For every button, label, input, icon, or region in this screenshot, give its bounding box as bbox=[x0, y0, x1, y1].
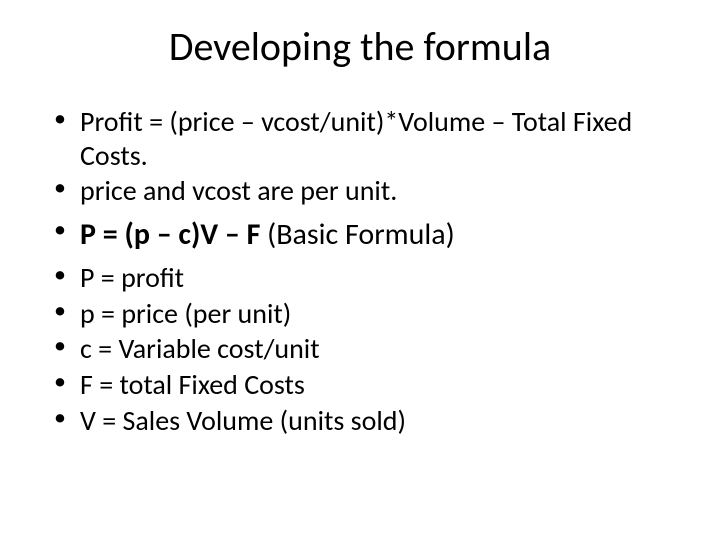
bullet-text: price and vcost are per unit. bbox=[80, 173, 397, 208]
bullet-text: c = Variable cost/unit bbox=[80, 331, 320, 366]
formula-label: (Basic Formula) bbox=[260, 216, 454, 253]
list-item: Profit = (price – vcost/unit)*Volume – T… bbox=[50, 105, 680, 172]
bullet-list: Profit = (price – vcost/unit)*Volume – T… bbox=[40, 105, 680, 437]
formula-bold: P = (p – c)V – F bbox=[80, 216, 260, 253]
bullet-text: p = price (per unit) bbox=[80, 296, 291, 331]
list-item: P = profit bbox=[50, 261, 680, 295]
list-item: V = Sales Volume (units sold) bbox=[50, 404, 680, 438]
list-item: F = total Fixed Costs bbox=[50, 368, 680, 402]
list-item: c = Variable cost/unit bbox=[50, 332, 680, 366]
bullet-text: Profit = (price – vcost/unit)*Volume – T… bbox=[80, 104, 632, 173]
bullet-text: F = total Fixed Costs bbox=[80, 367, 305, 402]
bullet-text: P = profit bbox=[80, 260, 184, 295]
slide-title: Developing the formula bbox=[40, 22, 680, 71]
list-item: P = (p – c)V – F (Basic Formula) bbox=[50, 216, 680, 254]
bullet-text: V = Sales Volume (units sold) bbox=[80, 403, 406, 438]
list-item: p = price (per unit) bbox=[50, 297, 680, 331]
list-item: price and vcost are per unit. bbox=[50, 174, 680, 208]
